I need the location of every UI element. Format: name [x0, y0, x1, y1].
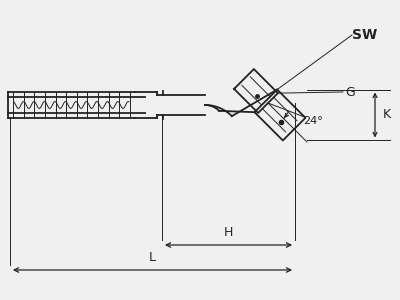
Text: H: H — [224, 226, 233, 239]
Text: SW: SW — [352, 28, 377, 42]
Text: G: G — [345, 85, 355, 98]
Text: L: L — [149, 251, 156, 264]
Text: 24°: 24° — [303, 116, 323, 126]
Text: K: K — [383, 109, 391, 122]
